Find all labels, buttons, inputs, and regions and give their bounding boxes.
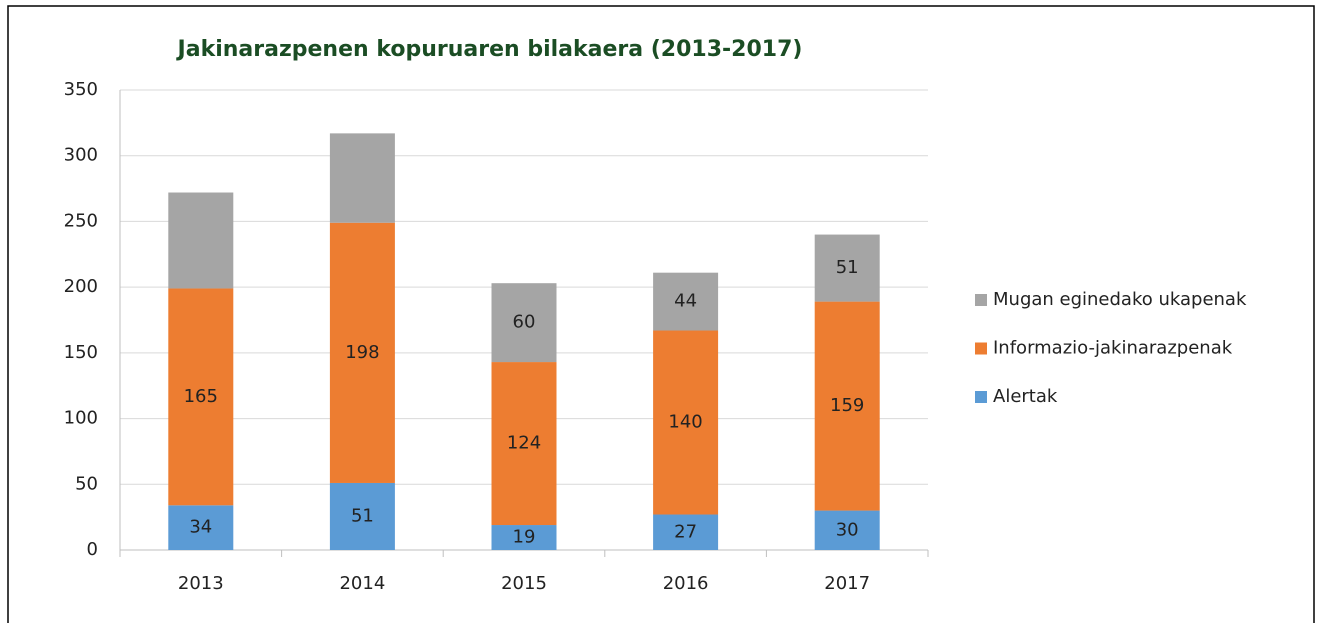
data-label: 30	[836, 519, 859, 540]
bar-segment	[329, 482, 395, 550]
data-label: 140	[668, 412, 702, 433]
y-tick-label: 100	[64, 408, 98, 429]
data-label: 165	[184, 386, 218, 407]
chart-title: Jakinarazpenen kopuruaren bilakaera (201…	[176, 37, 803, 62]
bar-segment	[329, 133, 395, 223]
y-tick-label: 350	[64, 79, 98, 100]
bar-segment	[653, 514, 719, 550]
y-tick-label: 50	[75, 473, 98, 494]
y-tick-label: 300	[64, 145, 98, 166]
bar-segment	[491, 362, 557, 526]
data-label: 27	[674, 521, 697, 542]
legend-label: Informazio-jakinarazpenak	[993, 338, 1233, 359]
legend-label: Alertak	[993, 386, 1058, 407]
y-tick-label: 0	[87, 539, 98, 560]
legend-label: Mugan eginedako ukapenak	[993, 289, 1247, 310]
data-label: 198	[345, 342, 379, 363]
bar-segment	[814, 510, 880, 550]
x-tick-label: 2013	[178, 573, 224, 594]
bar-segment	[814, 301, 880, 511]
data-label: 19	[513, 527, 536, 548]
x-tick-label: 2017	[824, 573, 870, 594]
data-label: 60	[513, 312, 536, 333]
bar-segment	[814, 234, 880, 302]
x-tick-label: 2015	[501, 573, 547, 594]
bar-segment	[329, 222, 395, 483]
bar-segment	[653, 330, 719, 515]
bar-segment	[491, 283, 557, 363]
bar-segment	[168, 505, 234, 550]
legend-swatch	[975, 294, 987, 306]
data-label: 124	[507, 433, 541, 454]
y-tick-label: 250	[64, 210, 98, 231]
legend-swatch	[975, 391, 987, 403]
data-label: 51	[836, 257, 859, 278]
bar-segment	[653, 272, 719, 331]
data-label: 159	[830, 395, 864, 416]
data-label: 44	[674, 291, 697, 312]
y-tick-label: 200	[64, 276, 98, 297]
bar-segment	[168, 288, 234, 506]
y-tick-label: 150	[64, 342, 98, 363]
legend-swatch	[975, 342, 987, 355]
data-label: 51	[351, 505, 374, 526]
bar-segment	[491, 525, 557, 550]
x-tick-label: 2014	[339, 573, 385, 594]
data-label: 34	[189, 517, 212, 538]
x-tick-label: 2016	[663, 573, 709, 594]
bar-segment	[168, 192, 234, 289]
frame	[7, 5, 1315, 627]
